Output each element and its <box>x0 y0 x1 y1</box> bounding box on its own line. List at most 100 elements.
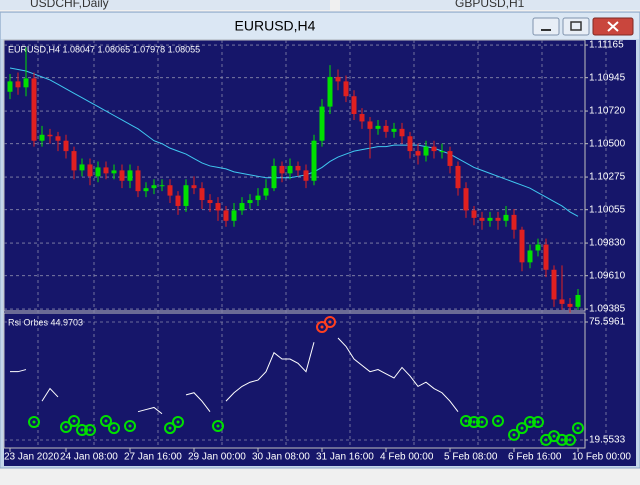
price-panel <box>3 39 586 312</box>
window-title: EURUSD,H4 <box>235 18 316 34</box>
background-tab[interactable] <box>340 0 640 10</box>
signal-dot <box>88 428 92 432</box>
candle-body <box>47 134 53 137</box>
signal-dot <box>536 420 540 424</box>
candle-body <box>367 121 373 129</box>
candle-body <box>519 229 525 263</box>
signal-dot <box>544 438 548 442</box>
x-tick-label: 29 Jan 00:00 <box>188 452 246 463</box>
candle-body <box>295 165 301 171</box>
candle-body <box>7 81 13 92</box>
candle-body <box>111 170 117 174</box>
candle-body <box>439 151 445 153</box>
candle-body <box>455 165 461 189</box>
candle-body <box>359 114 365 122</box>
candle-body <box>135 170 141 192</box>
candle-body <box>327 76 333 107</box>
candle-body <box>311 140 317 181</box>
signal-marker <box>508 428 520 441</box>
signal-dot <box>216 424 220 428</box>
signal-marker <box>492 414 504 427</box>
signal-dot <box>552 434 556 438</box>
y-tick-label: 1.10720 <box>589 106 626 117</box>
signal-dot <box>128 424 132 428</box>
y-tick-label: 19.5533 <box>589 435 626 446</box>
candle-body <box>71 151 77 171</box>
y-tick-label: 1.10055 <box>589 204 626 215</box>
candle-body <box>199 188 205 201</box>
y-tick-label: 1.09610 <box>589 270 626 281</box>
candle-body <box>567 303 573 307</box>
signal-dot <box>496 419 500 423</box>
candle-body <box>223 210 229 221</box>
signal-dot <box>512 433 516 437</box>
candle-body <box>127 170 133 181</box>
indicator-panel <box>3 312 586 449</box>
candle-body <box>407 136 413 152</box>
candle-body <box>31 78 37 141</box>
candle-body <box>119 170 125 181</box>
signal-dot <box>520 426 524 430</box>
signal-dot <box>32 420 36 424</box>
x-tick-label: 27 Jan 16:00 <box>124 452 182 463</box>
candle-body <box>231 210 237 221</box>
tab-title: GBPUSD,H1 <box>455 0 525 10</box>
candle-body <box>471 210 477 218</box>
signal-marker <box>164 422 176 435</box>
signal-marker <box>84 423 96 436</box>
y-tick-label: 1.09830 <box>589 238 626 249</box>
signal-dot <box>176 420 180 424</box>
candle-body <box>183 185 189 206</box>
candle-body <box>287 165 293 174</box>
signal-dot <box>64 425 68 429</box>
candle-body <box>551 269 557 300</box>
candle-body <box>479 217 485 221</box>
line-series <box>9 67 579 217</box>
candle-body <box>535 244 541 251</box>
candle-body <box>335 76 341 82</box>
x-tick-label: 30 Jan 08:00 <box>252 452 310 463</box>
signal-marker <box>76 423 88 436</box>
signal-marker <box>476 415 488 428</box>
signal-dot <box>576 426 580 430</box>
signal-dot <box>528 420 532 424</box>
signal-dot <box>480 420 484 424</box>
candle-body <box>319 106 325 141</box>
candle-body <box>207 200 213 204</box>
candle-body <box>263 188 269 196</box>
candle-body <box>191 185 197 189</box>
candle-body <box>239 203 245 211</box>
x-tick-label: 10 Feb 00:00 <box>572 452 631 463</box>
signal-dot <box>472 420 476 424</box>
candle-body <box>103 167 109 174</box>
x-tick-label: 31 Jan 16:00 <box>316 452 374 463</box>
candle-body <box>559 299 565 304</box>
y-tick-label: 1.09385 <box>589 304 626 315</box>
candle-body <box>151 185 157 189</box>
restore-button[interactable] <box>562 17 590 36</box>
chart-info: EURUSD,H4 1.08047 1.08065 1.07978 1.0805… <box>8 44 200 54</box>
candle-body <box>279 165 285 174</box>
candle-body <box>351 96 357 115</box>
candle-body <box>383 125 389 132</box>
background-tab[interactable] <box>0 0 330 10</box>
signal-marker <box>556 433 568 446</box>
x-tick-label: 23 Jan 2020 <box>4 452 59 463</box>
candle-body <box>215 203 221 211</box>
signal-marker <box>108 422 120 435</box>
signal-dot <box>104 419 108 423</box>
x-tick-label: 6 Feb 16:00 <box>508 452 562 463</box>
candle-body <box>303 170 309 181</box>
signal-marker <box>28 415 40 428</box>
signal-marker <box>564 433 576 446</box>
minimize-button[interactable] <box>532 17 560 36</box>
restore-icon <box>570 21 582 31</box>
candle-body <box>159 185 165 187</box>
x-tick-label: 4 Feb 00:00 <box>380 452 434 463</box>
candle-body <box>511 214 517 230</box>
candle-body <box>23 78 29 88</box>
signal-dot <box>80 428 84 432</box>
candle-body <box>247 200 253 204</box>
signal-marker <box>460 414 472 427</box>
candle-body <box>415 151 421 156</box>
